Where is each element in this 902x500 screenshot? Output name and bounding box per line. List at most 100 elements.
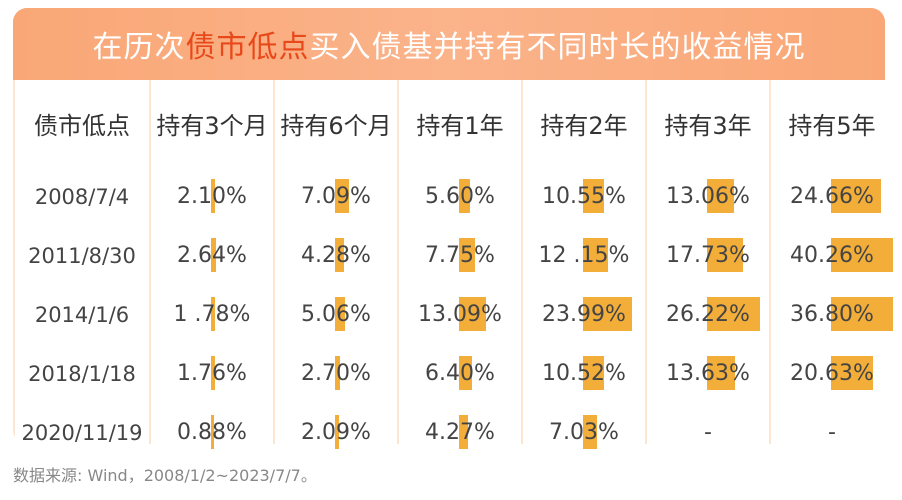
data-bar bbox=[335, 356, 341, 390]
data-bar bbox=[459, 238, 475, 272]
column-header: 持有3年 bbox=[647, 80, 769, 167]
value-cell: 7.03% bbox=[523, 403, 645, 462]
data-label: 2.09% bbox=[301, 420, 371, 445]
data-bar bbox=[211, 297, 215, 331]
title-banner: 在历次 债市低点 买入债基并持有不同时长的收益情况 bbox=[13, 8, 885, 80]
title-prefix: 在历次 bbox=[92, 30, 186, 65]
data-label: 4.28% bbox=[301, 243, 371, 268]
data-label: 2.70% bbox=[301, 361, 371, 386]
data-bar bbox=[211, 179, 216, 213]
value-cell: 36.80% bbox=[771, 285, 893, 344]
title-suffix: 买入债基并持有不同时长的收益情况 bbox=[309, 30, 806, 65]
data-label: 17.73% bbox=[666, 243, 750, 268]
data-label: - bbox=[704, 420, 712, 445]
row-date: 2020/11/19 bbox=[15, 403, 149, 462]
data-label: 13.63% bbox=[666, 361, 750, 386]
column-header: 持有5年 bbox=[771, 80, 893, 167]
data-bar bbox=[831, 356, 874, 390]
row-date: 2014/1/6 bbox=[15, 285, 149, 344]
value-cell: 40.26% bbox=[771, 226, 893, 285]
data-label: 36.80% bbox=[790, 302, 874, 327]
data-bar bbox=[831, 238, 893, 272]
value-cell: 1 .78% bbox=[151, 285, 273, 344]
value-cell: 6.40% bbox=[399, 344, 521, 403]
source-note: 数据来源: Wind，2008/1/2~2023/7/7。 bbox=[13, 466, 317, 485]
data-label: 2.10% bbox=[177, 184, 247, 209]
value-cell: 0.88% bbox=[151, 403, 273, 462]
data-label: 1.76% bbox=[177, 361, 247, 386]
data-label: 1 .78% bbox=[173, 302, 251, 327]
value-cell: 13.63% bbox=[647, 344, 769, 403]
data-label: 7.03% bbox=[549, 420, 619, 445]
data-bar bbox=[707, 356, 735, 390]
value-cell: - bbox=[771, 403, 893, 462]
value-cell: 7.09% bbox=[275, 167, 397, 226]
data-bar bbox=[211, 356, 215, 390]
value-cell: 13.09% bbox=[399, 285, 521, 344]
value-cell: 4.28% bbox=[275, 226, 397, 285]
data-bar bbox=[583, 179, 605, 213]
data-label: 5.60% bbox=[425, 184, 495, 209]
data-label: 26.22% bbox=[666, 302, 750, 327]
data-bar bbox=[707, 238, 744, 272]
value-cell: 1.76% bbox=[151, 344, 273, 403]
data-label: 4.27% bbox=[425, 420, 495, 445]
value-cell: 5.06% bbox=[275, 285, 397, 344]
data-label: 2.64% bbox=[177, 243, 247, 268]
value-cell: 2.09% bbox=[275, 403, 397, 462]
data-bar bbox=[459, 297, 486, 331]
value-cell: 5.60% bbox=[399, 167, 521, 226]
value-cell: 12 .15% bbox=[523, 226, 645, 285]
data-bar bbox=[459, 415, 468, 449]
data-bar bbox=[707, 179, 734, 213]
data-bar bbox=[583, 356, 605, 390]
data-bar bbox=[583, 238, 608, 272]
data-bar bbox=[335, 415, 340, 449]
data-label: 12 .15% bbox=[538, 243, 630, 268]
value-cell: 2.64% bbox=[151, 226, 273, 285]
value-cell: 24.66% bbox=[771, 167, 893, 226]
data-label: 13.06% bbox=[666, 184, 750, 209]
data-label: 23.99% bbox=[542, 302, 626, 327]
data-label: 7.09% bbox=[301, 184, 371, 209]
column-header: 持有2年 bbox=[523, 80, 645, 167]
data-bar bbox=[583, 415, 598, 449]
data-bar bbox=[831, 179, 882, 213]
column-header: 持有1年 bbox=[399, 80, 521, 167]
column-header: 持有3个月 bbox=[151, 80, 273, 167]
table-card: 在历次 债市低点 买入债基并持有不同时长的收益情况 债市低点 持有3个月 持有6个月 持有… bbox=[13, 8, 893, 462]
value-cell: 17.73% bbox=[647, 226, 769, 285]
data-label: 13.09% bbox=[418, 302, 502, 327]
data-label: 6.40% bbox=[425, 361, 495, 386]
value-cell: 2.10% bbox=[151, 167, 273, 226]
returns-table: 债市低点 持有3个月 持有6个月 持有1年 持有2年 持有3年 持有5年 2008/7/4 2.… bbox=[15, 80, 893, 462]
value-cell: 23.99% bbox=[523, 285, 645, 344]
row-date: 2008/7/4 bbox=[15, 167, 149, 226]
data-bar bbox=[335, 179, 350, 213]
data-label: 10.52% bbox=[542, 361, 626, 386]
data-bar bbox=[459, 356, 473, 390]
data-label: - bbox=[828, 420, 836, 445]
data-label: 0.88% bbox=[177, 420, 247, 445]
column-header: 持有6个月 bbox=[275, 80, 397, 167]
data-bar bbox=[707, 297, 761, 331]
data-bar bbox=[335, 297, 346, 331]
row-date: 2018/1/18 bbox=[15, 344, 149, 403]
data-label: 10.55% bbox=[542, 184, 626, 209]
title-highlight: 债市低点 bbox=[185, 30, 310, 65]
value-cell: 13.06% bbox=[647, 167, 769, 226]
value-cell: 20.63% bbox=[771, 344, 893, 403]
data-bar bbox=[459, 179, 471, 213]
value-cell: 2.70% bbox=[275, 344, 397, 403]
data-bar bbox=[211, 415, 214, 449]
value-cell: 10.52% bbox=[523, 344, 645, 403]
column-header: 债市低点 bbox=[15, 80, 149, 167]
value-cell: - bbox=[647, 403, 769, 462]
data-label: 24.66% bbox=[790, 184, 874, 209]
value-cell: 7.75% bbox=[399, 226, 521, 285]
value-cell: 4.27% bbox=[399, 403, 521, 462]
data-bar bbox=[211, 238, 217, 272]
value-cell: 10.55% bbox=[523, 167, 645, 226]
data-label: 5.06% bbox=[301, 302, 371, 327]
data-bar bbox=[831, 297, 893, 331]
